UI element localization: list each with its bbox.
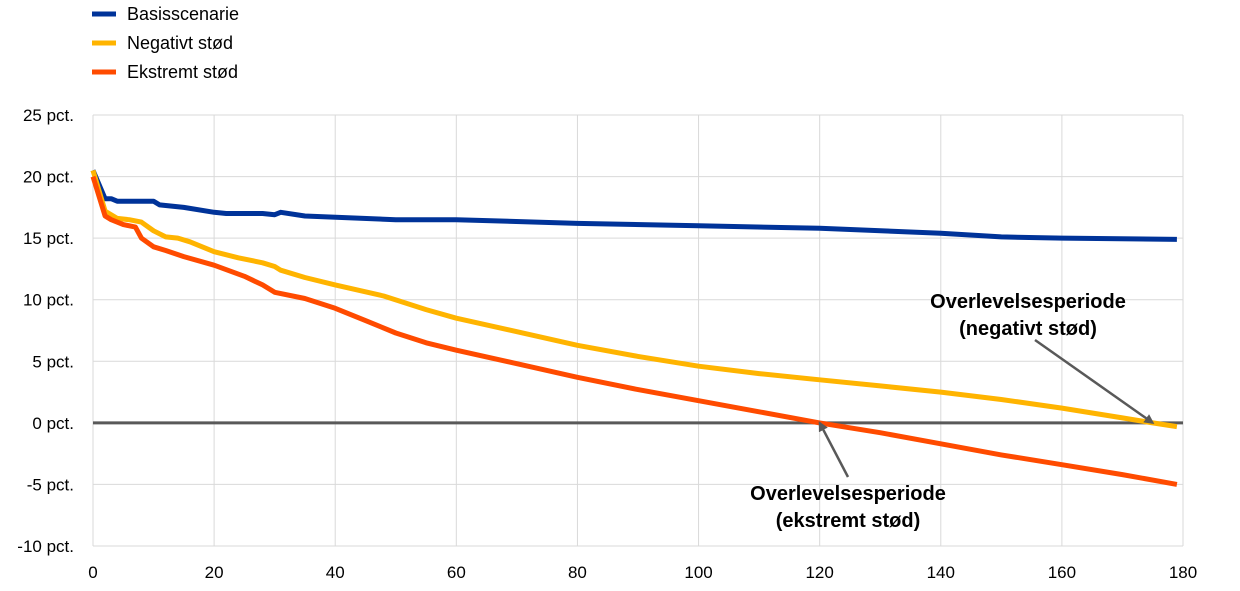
x-tick-label: 140 [927, 563, 955, 582]
annotations: Overlevelsesperiode (negativt stød) Overle… [750, 291, 1155, 532]
series-line-basisscenarie [90, 169, 1177, 242]
y-tick-label: 10 pct. [23, 291, 74, 310]
x-tick-label: 20 [205, 563, 224, 582]
y-tick-label: 20 pct. [23, 168, 74, 187]
legend-label: Ekstremt stød [127, 62, 238, 82]
annotation-arrow [818, 421, 850, 478]
y-tick-label: 0 pct. [32, 414, 74, 433]
y-tick-label: 15 pct. [23, 229, 74, 248]
annotation-arrow [1034, 338, 1155, 425]
x-tick-label: 80 [568, 563, 587, 582]
x-tick-label: 100 [684, 563, 712, 582]
annotation-text: (ekstremt stød) [776, 510, 920, 532]
legend-label: Negativt stød [127, 33, 233, 53]
x-tick-label: 120 [805, 563, 833, 582]
y-tick-label: 5 pct. [32, 352, 74, 371]
grid [92, 114, 1184, 547]
x-tick-label: 160 [1048, 563, 1076, 582]
series-line-ekstremt-st-d [90, 175, 1178, 487]
y-axis-ticks: 25 pct. 20 pct. 15 pct. 10 pct. 5 pct. 0 pct.… [17, 106, 74, 556]
legend: Basisscenarie Negativt stød Ekstremt stød [92, 4, 239, 82]
series-line-negativt-st-d [90, 169, 1178, 430]
x-tick-label: 180 [1169, 563, 1197, 582]
series-group [90, 169, 1178, 487]
x-tick-label: 60 [447, 563, 466, 582]
x-tick-label: 0 [88, 563, 97, 582]
legend-label: Basisscenarie [127, 4, 239, 24]
y-tick-label: 25 pct. [23, 106, 74, 125]
annotation-text: Overlevelsesperiode [750, 483, 946, 505]
x-tick-label: 40 [326, 563, 345, 582]
annotation-text: Overlevelsesperiode [930, 291, 1126, 313]
annotation-text: (negativt stød) [959, 318, 1097, 340]
y-tick-label: -5 pct. [27, 475, 74, 494]
y-tick-label: -10 pct. [17, 537, 74, 556]
x-axis-ticks: 0 20 40 60 80 100 120 140 160 180 [88, 563, 1197, 582]
